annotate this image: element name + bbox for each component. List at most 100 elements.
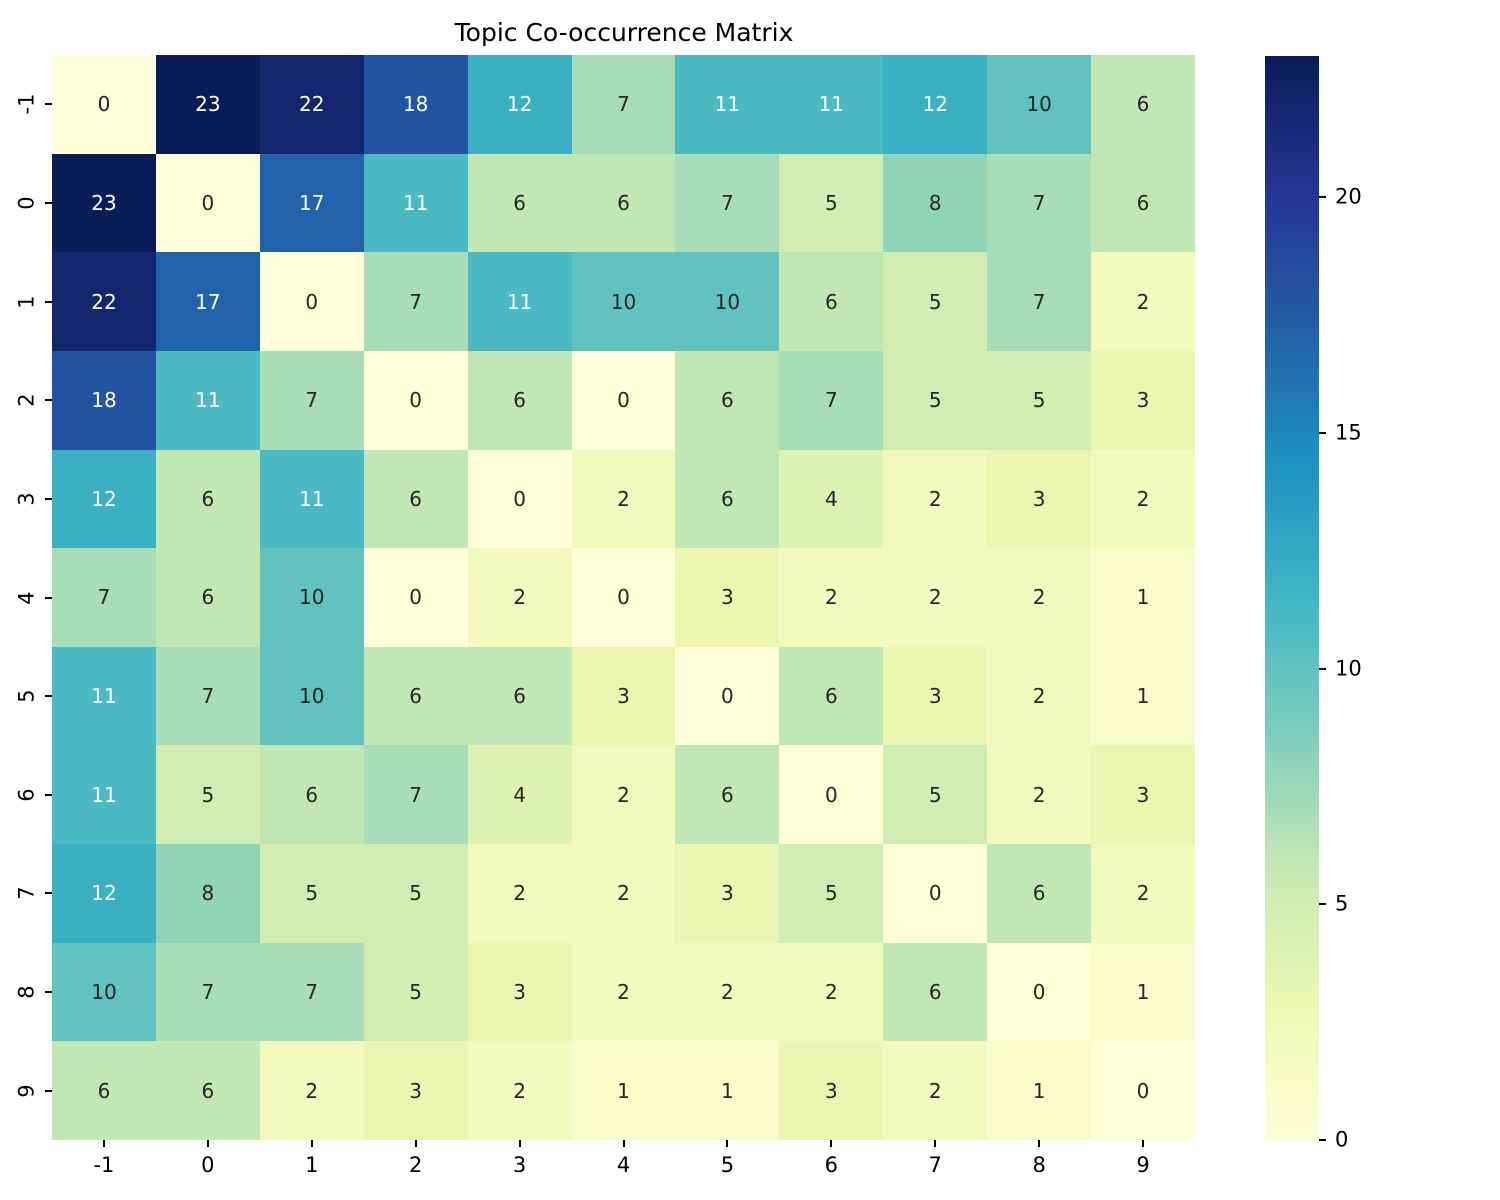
heatmap-cell: 6 bbox=[1091, 55, 1195, 154]
heatmap-cell: 1 bbox=[1091, 646, 1195, 746]
heatmap-cell: 7 bbox=[363, 745, 468, 845]
y-tick-mark bbox=[45, 1089, 52, 1092]
x-tick-mark bbox=[1038, 1140, 1041, 1147]
colorbar-tick-label: 5 bbox=[1335, 891, 1349, 916]
heatmap-cell: 11 bbox=[467, 252, 572, 351]
heatmap-cell: 1 bbox=[675, 1041, 780, 1140]
x-tick-label: 3 bbox=[512, 1153, 527, 1177]
x-tick-mark bbox=[414, 1140, 417, 1147]
heatmap-cell: 11 bbox=[675, 55, 780, 154]
heatmap-cell: 5 bbox=[883, 350, 988, 450]
heatmap-cell: 6 bbox=[363, 449, 468, 549]
heatmap-cell: 0 bbox=[467, 449, 572, 549]
heatmap-cell: 6 bbox=[675, 350, 780, 450]
y-tick-mark bbox=[45, 892, 52, 895]
colorbar-tick-mark bbox=[1319, 432, 1326, 435]
heatmap-cell: 10 bbox=[52, 942, 156, 1042]
heatmap-cell: 3 bbox=[675, 548, 780, 647]
x-tick-label: -1 bbox=[93, 1153, 115, 1177]
x-tick-label: 6 bbox=[824, 1153, 838, 1177]
heatmap-cell: 3 bbox=[363, 1041, 468, 1140]
y-tick-label: 1 bbox=[14, 294, 39, 309]
heatmap-cell: 2 bbox=[467, 844, 572, 943]
y-tick-mark bbox=[45, 201, 52, 204]
y-tick-label: 7 bbox=[14, 886, 39, 901]
heatmap-cell: 5 bbox=[779, 844, 884, 943]
heatmap-cell: 12 bbox=[52, 844, 156, 943]
heatmap-cell: 0 bbox=[571, 548, 676, 647]
heatmap-cell: 5 bbox=[779, 153, 884, 253]
heatmap-cell: 22 bbox=[52, 252, 156, 351]
colorbar bbox=[1265, 56, 1319, 1140]
heatmap-cell: 2 bbox=[987, 745, 1092, 845]
x-tick-label: 2 bbox=[408, 1153, 423, 1177]
heatmap-cell: 5 bbox=[259, 844, 364, 943]
heatmap-cell: 5 bbox=[363, 942, 468, 1042]
heatmap-cell: 6 bbox=[883, 942, 988, 1042]
heatmap-cell: 10 bbox=[259, 548, 364, 647]
heatmap-cell: 11 bbox=[779, 55, 884, 154]
heatmap-cell: 6 bbox=[1091, 153, 1195, 253]
heatmap-cell: 7 bbox=[259, 942, 364, 1042]
x-tick-label: 7 bbox=[928, 1153, 942, 1177]
heatmap-cell: 3 bbox=[1091, 350, 1195, 450]
heatmap-cell: 0 bbox=[779, 745, 884, 845]
heatmap-cell: 10 bbox=[571, 252, 676, 351]
heatmap-cell: 6 bbox=[155, 449, 260, 549]
heatmap-cell: 12 bbox=[467, 55, 572, 154]
heatmap-cell: 7 bbox=[155, 942, 260, 1042]
y-tick-mark bbox=[45, 497, 52, 500]
heatmap-cell: 2 bbox=[883, 548, 988, 647]
heatmap-cell: 2 bbox=[779, 548, 884, 647]
heatmap-cell: 3 bbox=[1091, 745, 1195, 845]
heatmap-cell: 2 bbox=[779, 942, 884, 1042]
x-tick-mark bbox=[934, 1140, 937, 1147]
heatmap-cell: 0 bbox=[1091, 1041, 1195, 1140]
heatmap-cell: 3 bbox=[779, 1041, 884, 1140]
colorbar-tick-label: 20 bbox=[1335, 184, 1362, 209]
heatmap-cell: 6 bbox=[675, 449, 780, 549]
heatmap-cell: 11 bbox=[155, 350, 260, 450]
heatmap-cell: 7 bbox=[259, 350, 364, 450]
y-tick-label: 5 bbox=[14, 689, 39, 703]
heatmap-cell: 11 bbox=[363, 153, 468, 253]
heatmap-cell: 10 bbox=[987, 55, 1092, 154]
colorbar-tick-label: 15 bbox=[1335, 420, 1362, 445]
heatmap-cell: 5 bbox=[987, 350, 1092, 450]
heatmap-cell: 2 bbox=[467, 548, 572, 647]
heatmap-cell: 7 bbox=[52, 548, 156, 647]
heatmap-cell: 6 bbox=[571, 153, 676, 253]
heatmap-cell: 17 bbox=[259, 153, 364, 253]
heatmap-cell: 2 bbox=[675, 942, 780, 1042]
heatmap-cell: 5 bbox=[883, 252, 988, 351]
heatmap-cell: 2 bbox=[987, 548, 1092, 647]
heatmap-cell: 22 bbox=[259, 55, 364, 154]
y-tick-label: 2 bbox=[14, 393, 39, 407]
y-tick-label: 0 bbox=[14, 196, 39, 210]
x-tick-mark bbox=[622, 1140, 625, 1147]
y-tick-mark bbox=[45, 300, 52, 303]
heatmap-cell: 5 bbox=[883, 745, 988, 845]
heatmap-cell: 0 bbox=[571, 350, 676, 450]
heatmap-cell: 2 bbox=[571, 449, 676, 549]
heatmap-cell: 23 bbox=[155, 55, 260, 154]
heatmap-cell: 6 bbox=[779, 252, 884, 351]
heatmap-cell: 0 bbox=[987, 942, 1092, 1042]
y-tick-label: 8 bbox=[14, 985, 39, 999]
x-tick-mark bbox=[310, 1140, 313, 1147]
heatmap-cell: 0 bbox=[155, 153, 260, 253]
y-tick-mark bbox=[45, 695, 52, 698]
heatmap-grid: 0 23 22 18 12 7 11 11 12 10 6 23 0 17 11 6 6 7 5 8 7 6 22 17 0 7 1… bbox=[52, 55, 1195, 1140]
heatmap-cell: 5 bbox=[363, 844, 468, 943]
y-tick-label: 4 bbox=[14, 590, 39, 605]
heatmap-cell: 1 bbox=[1091, 942, 1195, 1042]
heatmap-cell: 6 bbox=[675, 745, 780, 845]
heatmap-cell: 11 bbox=[259, 449, 364, 549]
heatmap-cell: 0 bbox=[363, 350, 468, 450]
heatmap-cell: 0 bbox=[363, 548, 468, 647]
x-tick-label: 8 bbox=[1032, 1153, 1046, 1177]
heatmap-cell: 0 bbox=[52, 55, 156, 154]
x-tick-label: 1 bbox=[305, 1153, 319, 1177]
heatmap-cell: 18 bbox=[363, 55, 468, 154]
